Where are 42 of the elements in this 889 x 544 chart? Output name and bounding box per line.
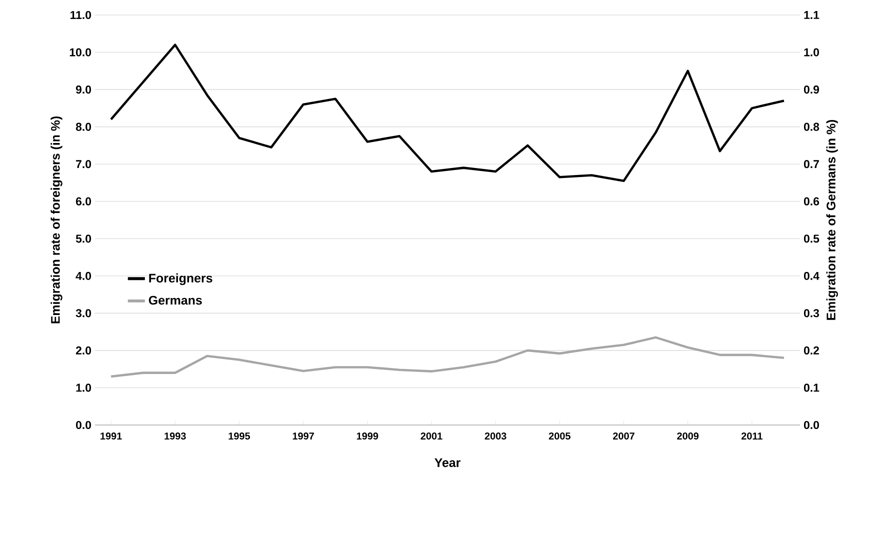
x-tick-label: 2007 [613,432,634,440]
y-tick-label: 5.0 [76,234,92,243]
y-tick-label: 10.0 [70,48,92,56]
x-tick-label: 1993 [164,432,186,440]
y2-axis-title: Emigration rate of Germans (in %) [826,120,838,320]
y-tick-label: 8.0 [76,122,92,131]
y-tick-label: 1.0 [76,384,92,392]
x-tick-label: 1997 [292,432,314,440]
y2-tick-label: 1.1 [804,11,820,19]
legend-label: Foreigners [149,273,212,286]
x-tick-label: 2009 [677,432,699,440]
y-tick-label: 9.0 [76,85,92,94]
x-tick-label: 1999 [356,432,378,440]
x-tick-label: 1991 [100,432,122,440]
y-tick-label: 6.0 [76,197,92,206]
y2-tick-label: 0.3 [804,309,820,318]
y2-tick-label: 0.2 [804,346,819,355]
y-tick-label: 2.0 [76,346,92,355]
y2-tick-label: 0.8 [804,122,820,131]
x-tick-label: 2001 [420,432,442,440]
y-tick-label: 0.0 [76,420,92,430]
legend-label: Germans [148,296,202,305]
x-tick-label: 2011 [741,432,762,440]
y-tick-label: 11.0 [70,10,92,20]
x-tick-label: 2005 [548,432,570,440]
y-axis-title: Emigration rate of foreigners (in %) [50,116,62,324]
x-axis-title: Year [434,458,460,468]
x-tick-label: 1995 [228,432,250,440]
line-series [110,44,786,182]
y2-tick-label: 1.0 [804,48,819,56]
y2-tick-label: 0.7 [804,160,819,168]
y2-tick-label: 0.0 [804,420,819,430]
y2-tick-label: 0.4 [804,272,820,280]
y-tick-label: 7.0 [76,160,92,168]
x-tick-label: 2003 [484,432,506,440]
y2-tick-label: 0.6 [804,197,820,206]
y2-tick-label: 0.9 [804,85,820,94]
line-series [110,336,786,378]
y-tick-label: 4.0 [76,272,92,280]
y2-tick-label: 0.1 [804,384,820,392]
y-tick-label: 3.0 [76,309,92,318]
y2-tick-label: 0.5 [804,234,820,243]
